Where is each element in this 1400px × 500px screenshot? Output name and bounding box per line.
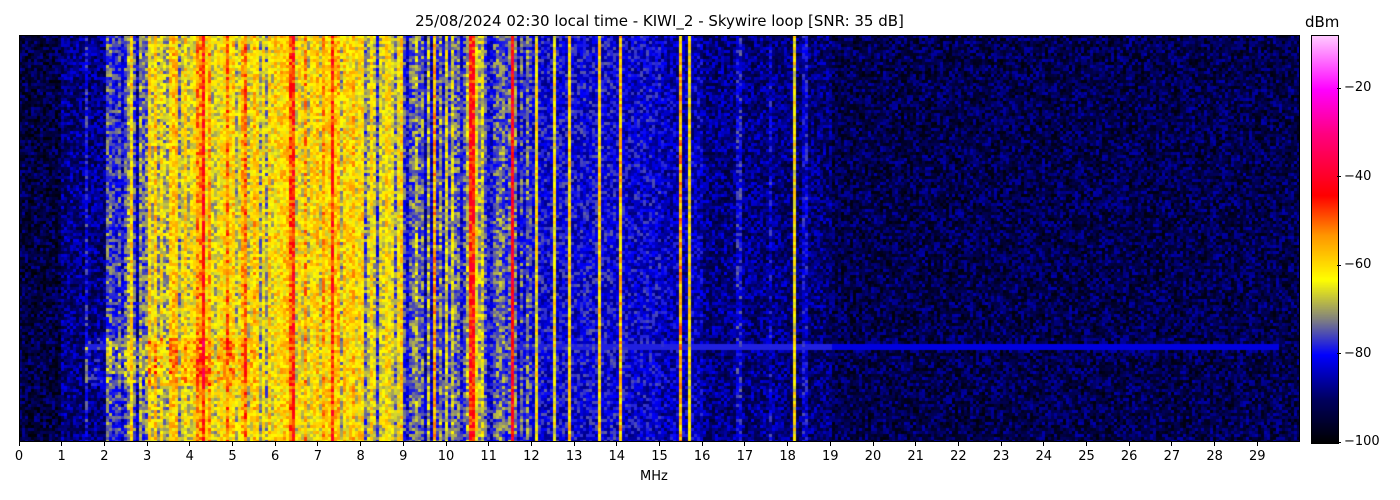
x-tick-mark [403,442,404,446]
colorbar-tick-label: −100 [1344,434,1380,449]
x-tick-label: 20 [853,449,893,464]
x-tick-label: 1 [42,449,82,464]
x-tick-mark [830,442,831,446]
x-tick-mark [1043,442,1044,446]
x-tick-label: 23 [981,449,1021,464]
x-tick-mark [616,442,617,446]
x-tick-label: 29 [1237,449,1277,464]
x-tick-label: 2 [84,449,124,464]
x-tick-mark [531,442,532,446]
x-tick-mark [659,442,660,446]
x-tick-label: 13 [554,449,594,464]
colorbar-tick-mark [1337,442,1341,443]
x-tick-label: 28 [1195,449,1235,464]
colorbar [1311,35,1339,444]
x-tick-label: 9 [383,449,423,464]
x-tick-label: 12 [511,449,551,464]
colorbar-tick-label: −40 [1344,169,1371,184]
x-tick-mark [147,442,148,446]
x-tick-label: 5 [213,449,253,464]
colorbar-tick-label: −80 [1344,346,1371,361]
x-tick-label: 22 [938,449,978,464]
x-tick-mark [104,442,105,446]
x-tick-label: 18 [768,449,808,464]
x-tick-label: 4 [170,449,210,464]
x-tick-label: 0 [0,449,39,464]
spectrogram-figure: 25/08/2024 02:30 local time - KIWI_2 - S… [0,0,1400,500]
x-tick-mark [1086,442,1087,446]
x-tick-label: 26 [1109,449,1149,464]
x-tick-label: 19 [810,449,850,464]
x-tick-label: 16 [682,449,722,464]
x-tick-mark [787,442,788,446]
x-tick-mark [1171,442,1172,446]
x-tick-mark [189,442,190,446]
colorbar-label: dBm [1305,13,1339,31]
colorbar-tick-mark [1337,265,1341,266]
x-tick-mark [232,442,233,446]
colorbar-tick-label: −60 [1344,257,1371,272]
x-tick-mark [360,442,361,446]
colorbar-tick-mark [1337,353,1341,354]
x-tick-label: 8 [341,449,381,464]
x-tick-mark [446,442,447,446]
colorbar-tick-label: −20 [1344,80,1371,95]
x-axis-label: MHz [640,469,668,484]
x-tick-mark [744,442,745,446]
x-tick-label: 14 [597,449,637,464]
x-tick-label: 17 [725,449,765,464]
x-tick-mark [915,442,916,446]
x-tick-mark [1001,442,1002,446]
x-tick-label: 21 [896,449,936,464]
x-tick-label: 27 [1152,449,1192,464]
plot-frame [19,35,1300,442]
x-tick-label: 15 [640,449,680,464]
x-tick-label: 24 [1024,449,1064,464]
x-tick-label: 10 [426,449,466,464]
x-tick-label: 3 [127,449,167,464]
x-tick-label: 7 [298,449,338,464]
x-tick-label: 25 [1067,449,1107,464]
colorbar-tick-mark [1337,88,1341,89]
x-tick-mark [1214,442,1215,446]
x-tick-mark [61,442,62,446]
x-tick-label: 6 [255,449,295,464]
x-tick-mark [1129,442,1130,446]
chart-title: 25/08/2024 02:30 local time - KIWI_2 - S… [19,12,1300,30]
x-tick-mark [275,442,276,446]
x-tick-mark [488,442,489,446]
x-tick-mark [873,442,874,446]
x-tick-mark [19,442,20,446]
x-tick-mark [702,442,703,446]
x-tick-mark [574,442,575,446]
x-tick-mark [1257,442,1258,446]
x-tick-mark [958,442,959,446]
x-tick-label: 11 [469,449,509,464]
colorbar-tick-mark [1337,176,1341,177]
x-tick-mark [317,442,318,446]
